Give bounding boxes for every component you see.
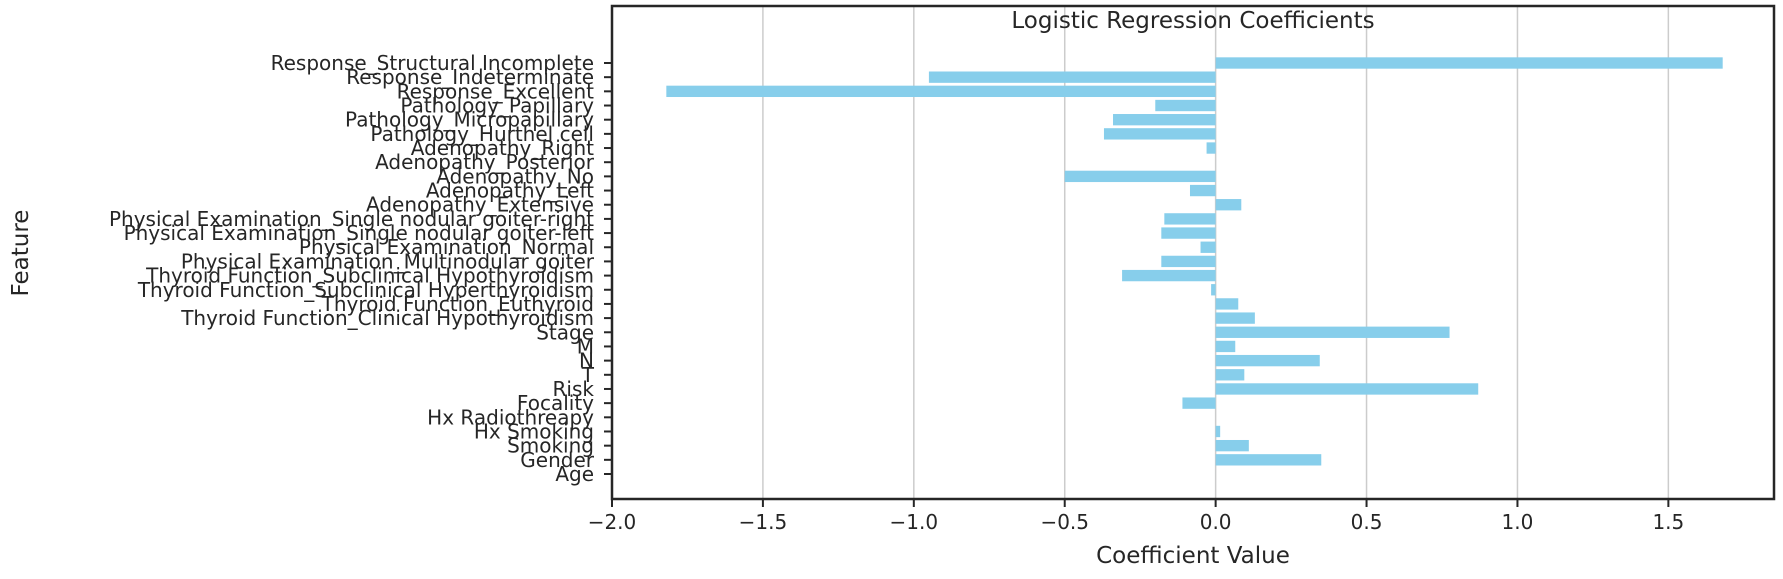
x-tick-label: 1.0 [1502,510,1534,534]
x-tick-label: −1.5 [739,510,788,534]
x-tick-label: 0.5 [1351,510,1383,534]
bar-t [1215,369,1245,381]
bar-m [1215,340,1236,353]
plot-frame [610,4,1776,501]
y-tick-label: Thyroid Function_Subclinical Hypothyroid… [145,264,594,288]
y-tick-label: Adenopathy_No [436,164,594,188]
bar-pathology-hurthel-cell [1103,128,1216,140]
y-tick-label: Thyroid Function_Subclinical Hyperthyroi… [137,278,594,302]
bar-hx-smoking [1215,425,1221,438]
chart-title: Logistic Regression Coefficients [1011,8,1374,34]
y-tick-label: Adenopathy_Right [411,136,594,160]
x-tick-label: 0.0 [1200,510,1232,534]
bar-response-indeterminate [928,71,1216,83]
x-tick-label: −0.5 [1040,510,1089,534]
y-tick-label: Thyroid Function_Clinical Hypothyroidism [180,306,594,330]
y-tick-label: Physical Examination_Normal [299,235,594,259]
bars [666,57,1723,480]
y-tick-label: Pathology_Papillary [400,94,594,118]
bar-thyroid-function-subclinical-hypothyroidism [1122,269,1216,282]
y-tick-label: N [579,349,594,373]
bar-adenopathy-left [1189,184,1216,197]
bar-physical-examination-single-nodular-goiter-left [1161,227,1216,239]
y-tick-label: Risk [553,377,595,401]
bar-gender [1215,454,1322,466]
x-tick-label: 1.5 [1652,510,1684,534]
x-ticks: −2.0 −1.5 −1.0 −0.5 0.0 0.5 1.0 1.5 [588,499,1684,534]
y-tick-label: Physical Examination_Single nodular goit… [124,221,595,245]
bar-risk [1215,383,1479,395]
y-tick-label: Physical Examination_Single nodular goit… [109,207,594,231]
bar-adenopathy-no [1064,170,1216,183]
bar-physical-examination-multinodular-goiter [1161,255,1216,268]
y-tick-label: Pathology_Micropapillary [345,108,594,132]
y-tick-label: Hx Smoking [474,419,594,443]
bar-pathology-micropapillary [1113,114,1216,126]
y-tick-label: Response_Excellent [397,79,595,103]
bar-response-structural-incomplete [1215,57,1723,69]
y-tick-label: T [581,363,595,387]
y-axis-label: Feature [8,210,34,297]
bar-n [1215,354,1320,367]
x-tick-label: −2.0 [588,510,637,534]
y-tick-label: Physical Examination_Multinodular goiter [181,249,595,273]
x-tick-label: −1.0 [890,510,939,534]
y-tick-label: M [577,334,594,358]
bar-thyroid-function-clinical-hypothyroidism [1215,312,1255,324]
y-tick-label: Adenopathy_Extensive [366,193,594,217]
y-tick-label: Thyroid Function_Euthyroid [321,292,594,316]
y-tick-label: Smoking [507,434,594,458]
y-tick-label: Pathology_Hurthel cell [370,122,594,146]
y-tick-label: Response_Indeterminate [346,65,594,89]
y-tick-label: Hx Radiothreapy [427,405,594,429]
y-tick-label: Stage [536,320,594,344]
x-axis-label: Coefficient Value [1096,543,1290,569]
bar-thyroid-function-subclinical-hyperthyroidism [1211,284,1216,296]
bar-response-excellent [666,85,1216,98]
bar-smoking [1215,439,1249,452]
bar-physical-examination-single-nodular-goiter-right [1164,213,1216,225]
y-tick-label: Response_Structural Incomplete [271,51,594,75]
bar-adenopathy-right [1206,142,1216,154]
y-tick-label: Adenopathy_Posterior [375,150,595,174]
bar-thyroid-function-euthyroid [1215,298,1239,310]
y-tick-label: Adenopathy_Left [426,179,594,203]
y-tick-label: Age [555,462,594,486]
y-tick-label: Focality [517,391,594,415]
bar-physical-examination-normal [1200,241,1216,253]
bar-focality [1182,397,1216,409]
y-tick-label: Gender [520,448,594,472]
bar-pathology-papillary [1155,99,1216,112]
bar-adenopathy-extensive [1215,199,1242,211]
bar-stage [1215,326,1450,338]
